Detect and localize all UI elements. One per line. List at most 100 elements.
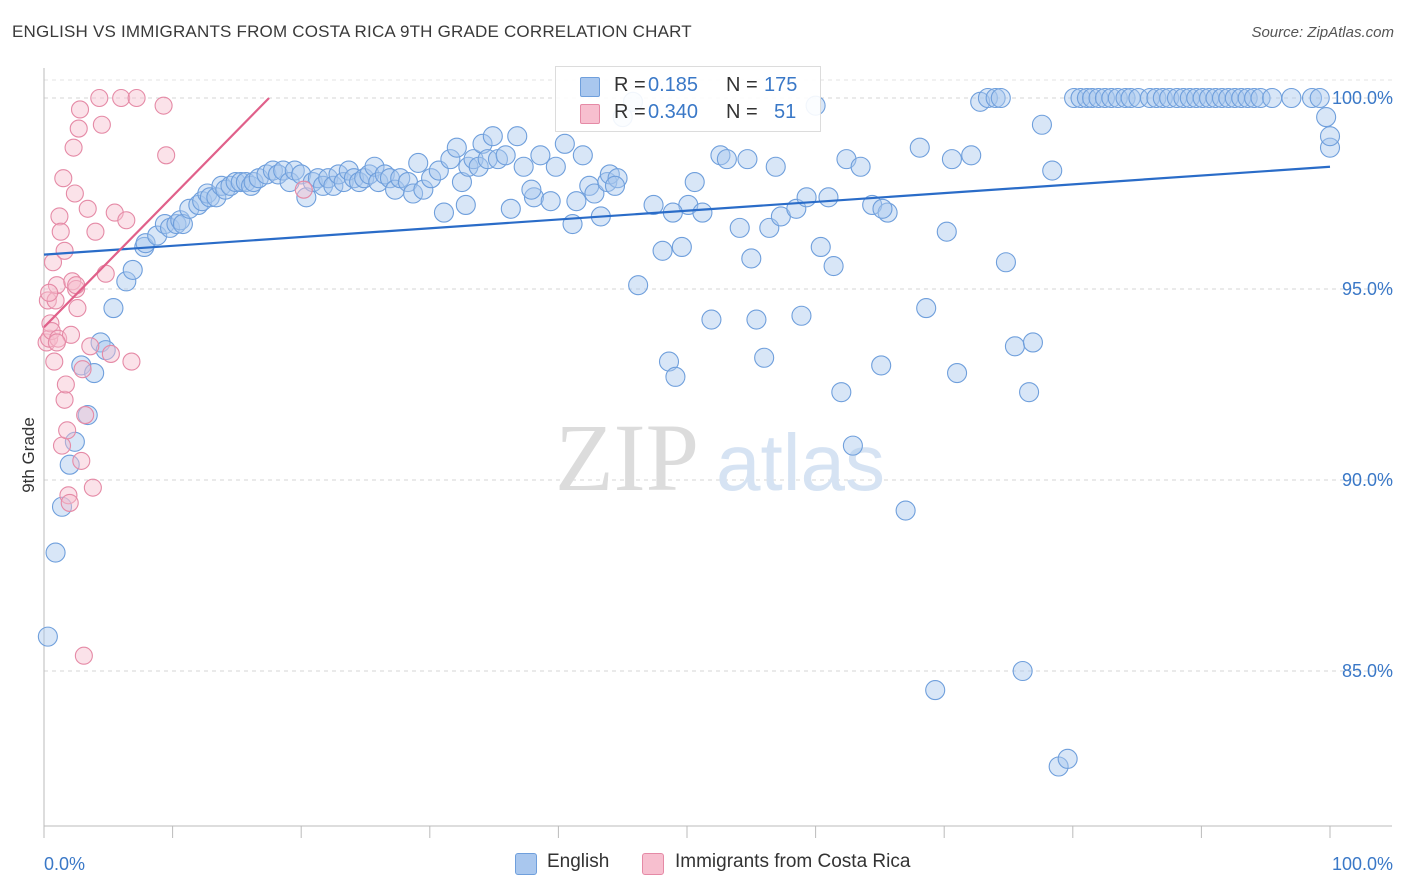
english-point xyxy=(413,179,434,200)
costa-rica-point xyxy=(45,352,64,371)
costa-rica-point xyxy=(61,325,81,344)
english-point xyxy=(59,454,80,475)
english-point xyxy=(818,187,839,208)
english-point xyxy=(521,179,542,200)
chart-title: ENGLISH VS IMMIGRANTS FROM COSTA RICA 9T… xyxy=(12,22,692,41)
costa-rica-point xyxy=(59,486,78,505)
english-point xyxy=(1316,107,1337,128)
english-point xyxy=(628,275,649,296)
legend-n-label: N = xyxy=(726,101,758,123)
legend-swatch-costa-rica xyxy=(580,104,600,124)
english-point xyxy=(507,126,528,147)
english-point xyxy=(333,171,354,193)
english-point xyxy=(1319,137,1341,158)
costa-rica-point xyxy=(73,360,92,379)
costa-rica-point xyxy=(47,276,66,295)
x-tick-label: 100.0% xyxy=(1332,854,1393,874)
legend-r-value: 0.340 xyxy=(648,101,699,123)
english-point xyxy=(941,149,962,170)
english-point xyxy=(701,309,722,330)
costa-rica-point xyxy=(60,493,79,512)
english-point xyxy=(440,149,461,170)
costa-rica-point xyxy=(70,100,90,119)
english-point xyxy=(737,149,758,170)
english-point xyxy=(729,217,750,238)
series-costa-rica xyxy=(37,88,313,665)
costa-rica-point xyxy=(67,276,86,295)
english-point xyxy=(671,236,692,258)
costa-rica-point xyxy=(55,241,74,260)
english-point xyxy=(500,198,521,219)
english-point xyxy=(607,168,628,189)
bottom-legend-swatch-costa-rica xyxy=(642,853,664,875)
english-point xyxy=(692,202,713,223)
english-point xyxy=(925,680,946,701)
english-point xyxy=(545,156,566,177)
english-point xyxy=(1319,126,1341,147)
tick-labels: 100.0% 95.0% 90.0% 85.0% 0.0% 100.0% xyxy=(44,88,1393,874)
costa-rica-point xyxy=(68,299,87,318)
axes xyxy=(43,68,1392,838)
legend-r-value: 0.185 xyxy=(648,74,699,96)
english-point xyxy=(1070,87,1091,109)
costa-rica-point xyxy=(96,264,115,283)
y-tick-label: 90.0% xyxy=(1342,470,1393,490)
english-point xyxy=(433,202,454,223)
english-point xyxy=(684,171,705,193)
english-point xyxy=(256,164,277,185)
english-point xyxy=(710,145,731,166)
english-point xyxy=(364,156,385,177)
trend-lines xyxy=(43,97,1331,328)
legend-swatch-english xyxy=(580,77,600,97)
costa-rica-point xyxy=(83,478,102,497)
english-point xyxy=(147,225,168,246)
correlation-legend: R = 0.185 N = 175 R = 0.340 N = 51 xyxy=(555,66,821,132)
costa-rica-point xyxy=(67,279,86,299)
costa-rica-point xyxy=(41,314,60,333)
english-point xyxy=(446,137,467,158)
legend-n-value: 51 xyxy=(774,101,797,123)
english-point xyxy=(284,160,305,181)
costa-rica-point xyxy=(55,390,74,409)
costa-rica-point xyxy=(127,88,146,108)
english-point xyxy=(1057,748,1078,769)
english-point xyxy=(122,259,143,280)
y-tick-label: 100.0% xyxy=(1332,88,1393,108)
english-point xyxy=(665,366,686,387)
costa-rica-point xyxy=(86,222,105,241)
english-point xyxy=(1281,87,1302,109)
english-point xyxy=(472,133,493,154)
costa-rica-point xyxy=(154,96,173,115)
english-point xyxy=(1250,87,1271,109)
costa-rica-point xyxy=(56,375,75,394)
english-point xyxy=(652,240,673,261)
english-point xyxy=(323,175,344,196)
english-point xyxy=(909,137,930,158)
english-point xyxy=(572,145,593,166)
legend-row-costa-rica: R = 0.340 N = 51 xyxy=(556,101,820,127)
english-point xyxy=(872,198,893,219)
watermark-zip: ZIP xyxy=(555,404,699,511)
y-tick-label: 85.0% xyxy=(1342,661,1393,681)
costa-rica-point xyxy=(78,199,97,218)
english-point xyxy=(1152,87,1173,109)
english-point xyxy=(455,194,476,216)
costa-rica-point xyxy=(117,211,136,230)
costa-rica-point xyxy=(40,283,59,302)
costa-rica-point xyxy=(81,337,100,356)
costa-rica-point xyxy=(112,88,131,108)
costa-rica-point xyxy=(90,88,109,108)
english-point xyxy=(482,126,503,147)
english-point xyxy=(947,362,968,384)
english-point xyxy=(995,252,1016,273)
english-point xyxy=(871,355,892,376)
costa-rica-point xyxy=(52,436,72,455)
y-tick-label: 95.0% xyxy=(1342,279,1393,299)
english-point xyxy=(225,171,246,193)
costa-rica-point xyxy=(76,406,95,425)
costa-rica-point xyxy=(157,146,176,165)
english-point xyxy=(810,236,831,258)
watermark: ZIP atlas xyxy=(555,404,885,511)
english-point xyxy=(84,362,105,384)
